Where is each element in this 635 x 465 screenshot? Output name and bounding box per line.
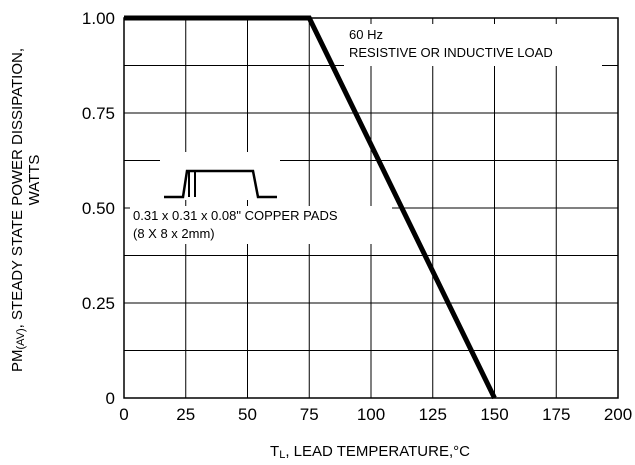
annotation-pads-line2: (8 X 8 x 2mm) [133,226,215,241]
y-tick-label: 1.00 [82,9,115,28]
annotation-frequency-line2: RESISTIVE OR INDUCTIVE LOAD [349,45,553,60]
x-tick-label: 125 [419,405,447,424]
y-axis-title-line2: WATTS [26,155,43,206]
x-tick-labels: 0 25 50 75 100 125 150 175 200 [119,405,632,424]
y-axis-title: PM(AV), STEADY STATE POWER DISSIPATION, … [9,48,43,372]
x-tick-label: 75 [300,405,319,424]
plot-border [123,17,619,399]
x-tick-label: 100 [357,405,385,424]
y-tick-label: 0.75 [82,104,115,123]
plot-frame [123,17,619,399]
derating-curve [124,15,497,400]
x-tick-label: 25 [176,405,195,424]
y-tick-labels: 0 0.25 0.50 0.75 1.00 [82,9,115,408]
annotation-pads-background [130,206,392,244]
annotation-pads-line1: 0.31 x 0.31 x 0.08" COPPER PADS [133,208,338,223]
y-axis-title-line1: PM(AV), STEADY STATE POWER DISSIPATION, [9,48,27,372]
x-tick-label: 50 [238,405,257,424]
series-group [124,15,497,400]
x-tick-label: 150 [480,405,508,424]
y-tick-label: 0.50 [82,199,115,218]
annotation-frequency-background [344,24,602,66]
x-tick-label: 200 [604,405,632,424]
y-tick-label: 0 [106,389,115,408]
x-tick-label: 175 [542,405,570,424]
x-axis-title: TL, LEAD TEMPERATURE,°C [270,443,470,461]
annotation-frequency-line1: 60 Hz [349,27,383,42]
x-tick-label: 0 [119,405,128,424]
package-pad-icon [160,152,280,200]
y-tick-label: 0.25 [82,294,115,313]
